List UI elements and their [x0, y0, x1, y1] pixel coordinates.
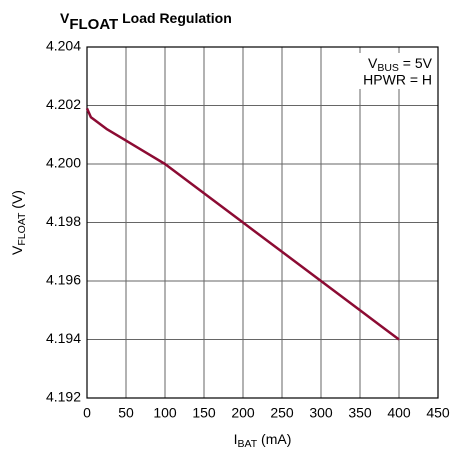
chart-title-part: V — [60, 10, 70, 26]
x-tick-label: 250 — [270, 405, 294, 421]
y-tick-label: 4.198 — [46, 213, 81, 229]
annotation-background — [352, 53, 436, 89]
x-tick-label: 0 — [83, 405, 91, 421]
y-tick-label: 4.196 — [46, 272, 81, 288]
x-axis-label-part: (mA) — [257, 431, 291, 447]
x-tick-label: 100 — [153, 405, 177, 421]
y-axis-label-part: FLOAT — [16, 212, 28, 246]
chart-title-part: FLOAT — [69, 16, 118, 33]
x-tick-label: 200 — [231, 405, 255, 421]
annotation-part: BUS — [377, 62, 399, 74]
y-tick-label: 4.192 — [46, 389, 81, 405]
x-axis-label-part: BAT — [238, 438, 258, 450]
x-tick-label: 450 — [426, 405, 450, 421]
annotation-part: V — [368, 55, 378, 71]
x-axis-label: IBAT (mA) — [234, 431, 292, 450]
data-line — [85, 107, 400, 341]
x-tick-label: 300 — [309, 405, 333, 421]
y-axis-label-group: VFLOAT (V) — [9, 190, 28, 255]
chart-title-part: Load Regulation — [118, 10, 232, 26]
y-tick-label: 4.204 — [46, 38, 81, 54]
annotation: HPWR = H — [363, 72, 432, 88]
annotation-part: = 5V — [399, 55, 433, 71]
y-tick-label: 4.202 — [46, 96, 81, 112]
y-tick-label: 4.194 — [46, 330, 81, 346]
x-axis-label-part: I — [234, 431, 238, 447]
y-axis-label-part: (V) — [9, 190, 25, 213]
y-axis-label: VFLOAT (V) — [9, 190, 28, 255]
y-axis-label-part: V — [9, 245, 25, 255]
annotation: VBUS = 5V — [368, 55, 433, 74]
plot-frame — [86, 46, 439, 399]
x-tick-label: 50 — [118, 405, 134, 421]
x-tick-label: 350 — [348, 405, 372, 421]
y-tick-label: 4.200 — [46, 155, 81, 171]
x-tick-label: 400 — [387, 405, 411, 421]
chart-title: VFLOAT Load Regulation — [60, 10, 232, 33]
x-tick-label: 150 — [192, 405, 216, 421]
